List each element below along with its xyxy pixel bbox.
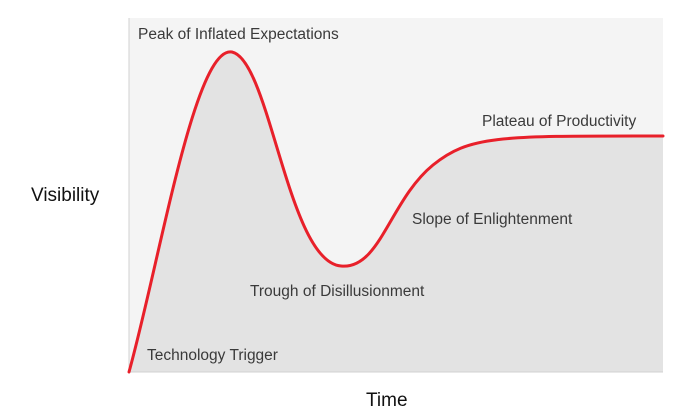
- label-slope-of-enlightenment: Slope of Enlightenment: [412, 211, 573, 228]
- label-peak-of-inflated-expectations: Peak of Inflated Expectations: [138, 26, 339, 43]
- y-axis-label: Visibility: [31, 185, 100, 206]
- area-under-curve: [129, 51, 663, 372]
- label-plateau-of-productivity: Plateau of Productivity: [482, 113, 637, 130]
- label-trough-of-disillusionment: Trough of Disillusionment: [250, 283, 425, 300]
- x-axis-label: Time: [366, 390, 408, 411]
- label-technology-trigger: Technology Trigger: [147, 347, 278, 364]
- hype-curve: [127, 50, 665, 374]
